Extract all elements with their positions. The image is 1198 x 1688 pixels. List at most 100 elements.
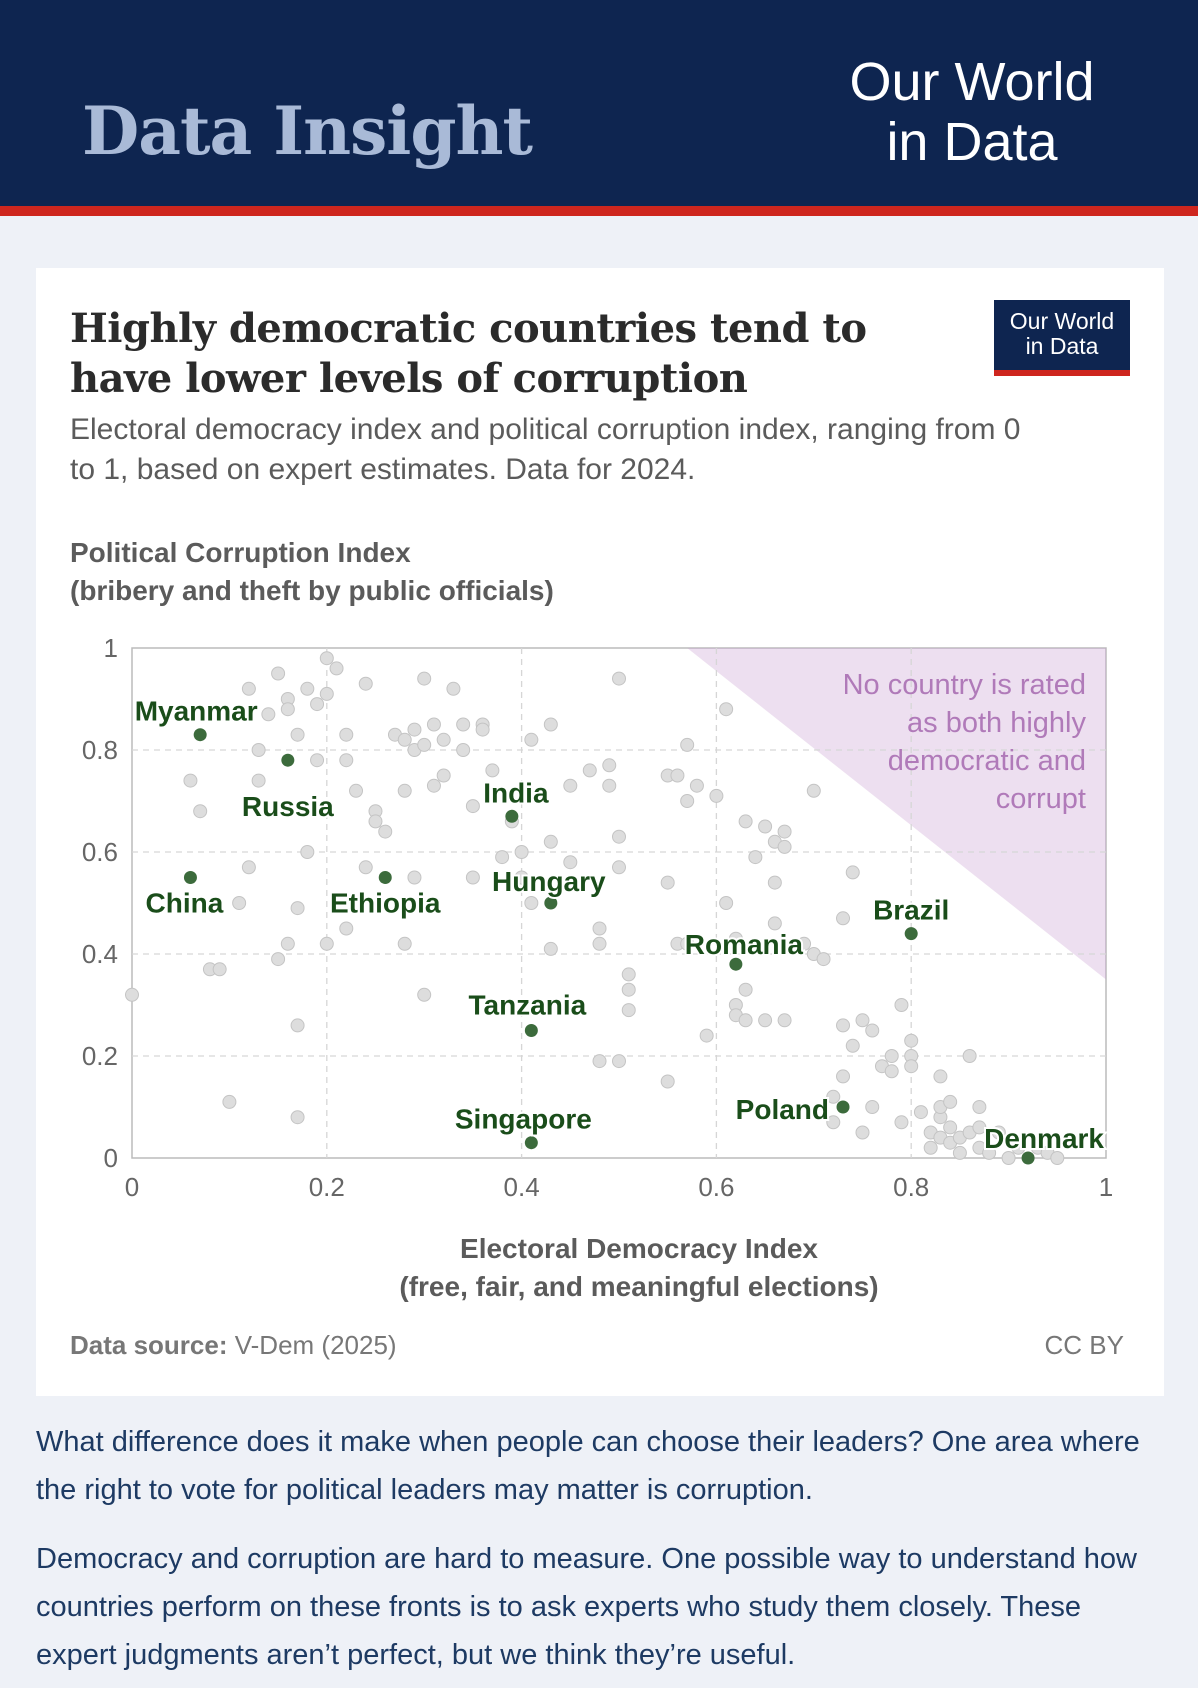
country-point	[660, 1074, 675, 1089]
country-point	[797, 936, 812, 951]
country-point	[582, 763, 597, 778]
y-axis-title-line-2: (bribery and theft by public officials)	[70, 575, 554, 606]
country-point	[212, 962, 227, 977]
country-point	[271, 666, 286, 681]
country-point	[621, 982, 636, 997]
country-point	[436, 768, 451, 783]
country-point	[845, 865, 860, 880]
country-point	[339, 753, 354, 768]
y-tick-label: 0.8	[82, 735, 118, 765]
x-tick-label: 0.6	[698, 1172, 734, 1202]
annotation-text: No country is rated	[843, 669, 1086, 701]
country-label-tanzania: Tanzania	[468, 990, 586, 1021]
country-point	[836, 1069, 851, 1084]
country-point	[251, 743, 266, 757]
country-point	[719, 896, 734, 910]
country-point	[680, 794, 695, 808]
highlight-point-hungary	[544, 896, 558, 910]
country-point	[261, 707, 276, 722]
country-point	[952, 1145, 967, 1160]
country-point	[602, 758, 617, 773]
country-point	[592, 1054, 607, 1069]
country-point	[972, 1100, 987, 1114]
country-point	[933, 1069, 948, 1084]
highlight-point-poland	[836, 1100, 850, 1114]
x-tick-label: 1	[1099, 1172, 1113, 1202]
brand-logo[interactable]: Our World in Data	[822, 52, 1122, 172]
country-point	[767, 875, 782, 890]
country-point	[767, 916, 782, 931]
y-tick-label: 0.2	[82, 1041, 118, 1071]
country-point	[943, 1094, 958, 1109]
country-point	[972, 1120, 987, 1135]
country-point	[456, 743, 471, 757]
country-point	[962, 1049, 977, 1063]
country-point	[358, 676, 373, 691]
country-point	[777, 839, 792, 854]
country-point	[310, 753, 325, 768]
country-point	[884, 1049, 899, 1063]
country-point	[670, 768, 685, 783]
x-axis-title-line-2: (free, fair, and meaningful elections)	[399, 1271, 878, 1302]
country-point	[232, 896, 247, 910]
annotation-text: as both highly	[907, 707, 1086, 739]
country-point	[699, 1028, 714, 1043]
country-point	[183, 773, 198, 788]
country-point	[280, 936, 295, 951]
country-point	[251, 773, 266, 788]
country-point	[397, 936, 412, 951]
highlight-point-tanzania	[524, 1024, 538, 1037]
country-point	[660, 875, 675, 890]
country-point	[913, 1105, 928, 1120]
country-point	[495, 850, 510, 865]
country-point	[514, 845, 529, 859]
chart-title: Highly democratic countries tend to have…	[70, 305, 867, 402]
data-source-label: Data source:	[70, 1330, 228, 1360]
country-point	[855, 1013, 870, 1028]
country-point	[602, 778, 617, 793]
country-point	[621, 1003, 636, 1018]
country-point	[300, 681, 315, 696]
banner-stripe	[0, 206, 1198, 216]
paragraph-1: What difference does it make when people…	[36, 1426, 1140, 1506]
country-label-denmark: Denmark	[984, 1123, 1104, 1154]
country-point	[904, 1033, 919, 1048]
country-point	[475, 722, 490, 737]
country-point	[339, 727, 354, 742]
country-point	[612, 671, 626, 686]
data-source-value[interactable]: V-Dem (2025)	[234, 1330, 397, 1360]
country-point	[417, 671, 432, 686]
country-point	[465, 799, 480, 814]
y-axis-title-line-1: Political Corruption Index	[70, 537, 411, 568]
country-point	[368, 814, 383, 829]
highlight-point-singapore	[524, 1136, 538, 1150]
highlight-point-denmark	[1021, 1151, 1035, 1165]
country-point	[290, 1018, 305, 1033]
country-point	[446, 681, 461, 696]
country-point	[426, 717, 441, 732]
country-label-romania: Romania	[685, 929, 804, 960]
country-point	[612, 860, 626, 875]
country-point	[943, 1120, 958, 1135]
y-tick-label: 0	[104, 1143, 118, 1173]
country-point	[319, 686, 334, 701]
country-point	[319, 651, 334, 666]
country-point	[758, 1013, 773, 1028]
data-source: Data source: V-Dem (2025)	[70, 1330, 397, 1361]
country-point	[290, 901, 305, 916]
brand-line-2: in Data	[886, 112, 1058, 172]
country-point	[923, 1140, 938, 1155]
scatter-chart: 0 0.2 0.4 0.6 0.8 1 0 0.2 0.4 0.6 0.8 1 No country i…	[82, 633, 1113, 1302]
country-point	[709, 788, 724, 803]
country-label-india: India	[483, 777, 549, 808]
country-point	[865, 1100, 880, 1114]
highlight-point-china	[183, 871, 197, 884]
brand-line-1: Our World	[849, 52, 1095, 112]
country-point	[621, 967, 636, 982]
owid-logo[interactable]: Our World in Data	[994, 300, 1130, 376]
x-tick-label: 0.4	[504, 1172, 540, 1202]
country-point	[485, 763, 500, 778]
country-point	[884, 1064, 899, 1079]
license[interactable]: CC BY	[1044, 1330, 1124, 1360]
country-point	[680, 737, 695, 752]
